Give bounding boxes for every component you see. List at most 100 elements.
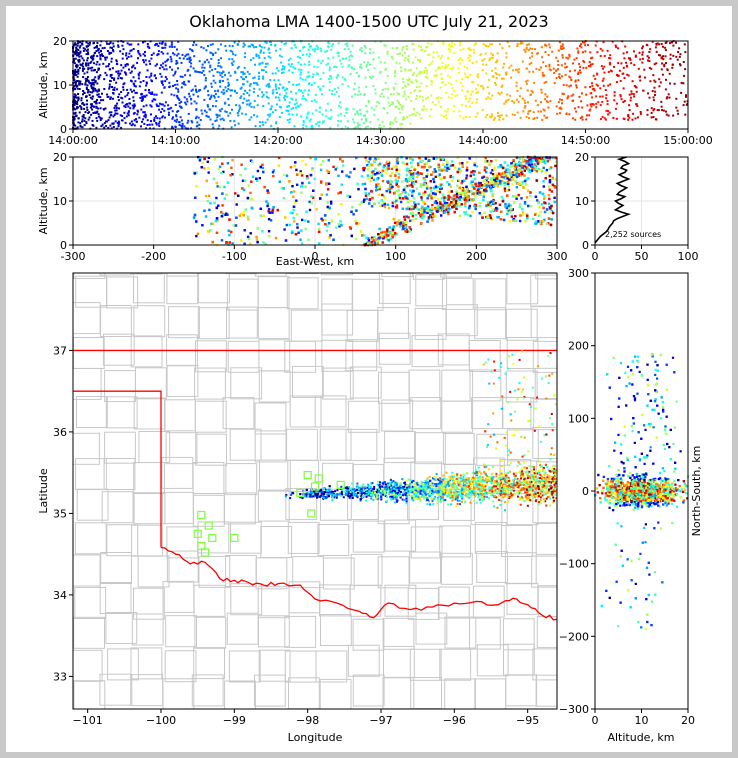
- source-point: [590, 105, 593, 108]
- source-point: [246, 103, 249, 106]
- source-point: [113, 78, 115, 81]
- source-point: [236, 43, 239, 46]
- source-point: [474, 192, 477, 195]
- source-point: [487, 96, 490, 99]
- source-point: [77, 69, 80, 72]
- source-point: [438, 173, 441, 176]
- source-point: [341, 57, 344, 60]
- source-point: [529, 47, 532, 50]
- source-point: [501, 198, 505, 201]
- source-point: [434, 170, 437, 173]
- source-point: [545, 44, 548, 47]
- source-point: [159, 72, 162, 75]
- source-point: [490, 113, 493, 116]
- source-point: [259, 51, 262, 54]
- source-point: [565, 84, 568, 87]
- source-point: [226, 181, 230, 184]
- source-point: [207, 156, 211, 159]
- source-point: [445, 117, 448, 120]
- source-point: [280, 186, 283, 190]
- source-point: [603, 71, 606, 74]
- source-point: [367, 242, 370, 245]
- source-point: [485, 189, 488, 193]
- source-point: [87, 53, 90, 56]
- x-tick-label: 14:40:00: [458, 134, 507, 147]
- source-point: [108, 111, 111, 114]
- source-point: [507, 204, 510, 208]
- source-point: [485, 185, 489, 188]
- source-point: [75, 63, 78, 66]
- source-point: [239, 173, 242, 177]
- source-point: [494, 82, 497, 84]
- source-point: [337, 86, 340, 89]
- source-point: [217, 48, 220, 51]
- source-point: [472, 80, 475, 83]
- source-point: [461, 189, 465, 192]
- source-point: [137, 43, 140, 46]
- source-point: [395, 199, 398, 203]
- source-point: [180, 106, 183, 109]
- source-point: [516, 45, 519, 47]
- source-point: [222, 170, 225, 174]
- source-point: [378, 124, 381, 126]
- source-point: [329, 126, 332, 129]
- source-point: [615, 102, 618, 105]
- source-point: [401, 207, 404, 210]
- source-point: [94, 76, 97, 79]
- source-point: [326, 205, 329, 209]
- source-point: [356, 110, 359, 113]
- source-point: [78, 83, 81, 86]
- source-point: [227, 71, 230, 74]
- source-point: [257, 94, 259, 97]
- source-point: [561, 92, 564, 95]
- source-point: [455, 207, 458, 210]
- source-point: [213, 158, 217, 161]
- source-point: [96, 93, 99, 96]
- source-point: [261, 121, 264, 124]
- source-point: [409, 189, 412, 192]
- source-point: [378, 187, 381, 191]
- source-point: [82, 76, 85, 79]
- source-point: [305, 175, 309, 178]
- source-point: [414, 203, 417, 206]
- source-point: [231, 108, 233, 111]
- source-point: [170, 58, 173, 61]
- source-point: [108, 51, 111, 54]
- source-point: [106, 42, 109, 45]
- source-point: [393, 201, 396, 204]
- source-point: [384, 197, 387, 200]
- source-point: [534, 157, 537, 160]
- source-point: [274, 85, 277, 88]
- source-point: [473, 43, 476, 46]
- source-point: [229, 112, 232, 115]
- source-point: [81, 42, 84, 45]
- source-point: [488, 78, 491, 81]
- source-point: [281, 72, 284, 74]
- source-point: [526, 79, 529, 82]
- county-outline: [106, 276, 139, 309]
- source-point: [529, 110, 532, 112]
- source-point: [680, 91, 683, 94]
- county-outline: [135, 367, 167, 400]
- source-point: [411, 185, 414, 188]
- source-point: [337, 42, 340, 45]
- source-point: [235, 92, 238, 95]
- source-point: [389, 93, 392, 96]
- source-point: [201, 112, 204, 115]
- source-point: [524, 159, 527, 163]
- source-point: [288, 104, 290, 107]
- source-point: [452, 201, 455, 205]
- source-point: [679, 64, 682, 67]
- source-point: [339, 220, 342, 223]
- source-point: [527, 177, 530, 180]
- source-point: [360, 66, 363, 69]
- source-point: [283, 173, 286, 176]
- source-point: [146, 69, 149, 72]
- source-point: [682, 82, 685, 85]
- source-point: [420, 196, 423, 199]
- source-point: [91, 119, 94, 122]
- source-point: [434, 103, 437, 106]
- source-point: [123, 105, 126, 108]
- source-point: [394, 232, 397, 235]
- source-point: [557, 101, 560, 104]
